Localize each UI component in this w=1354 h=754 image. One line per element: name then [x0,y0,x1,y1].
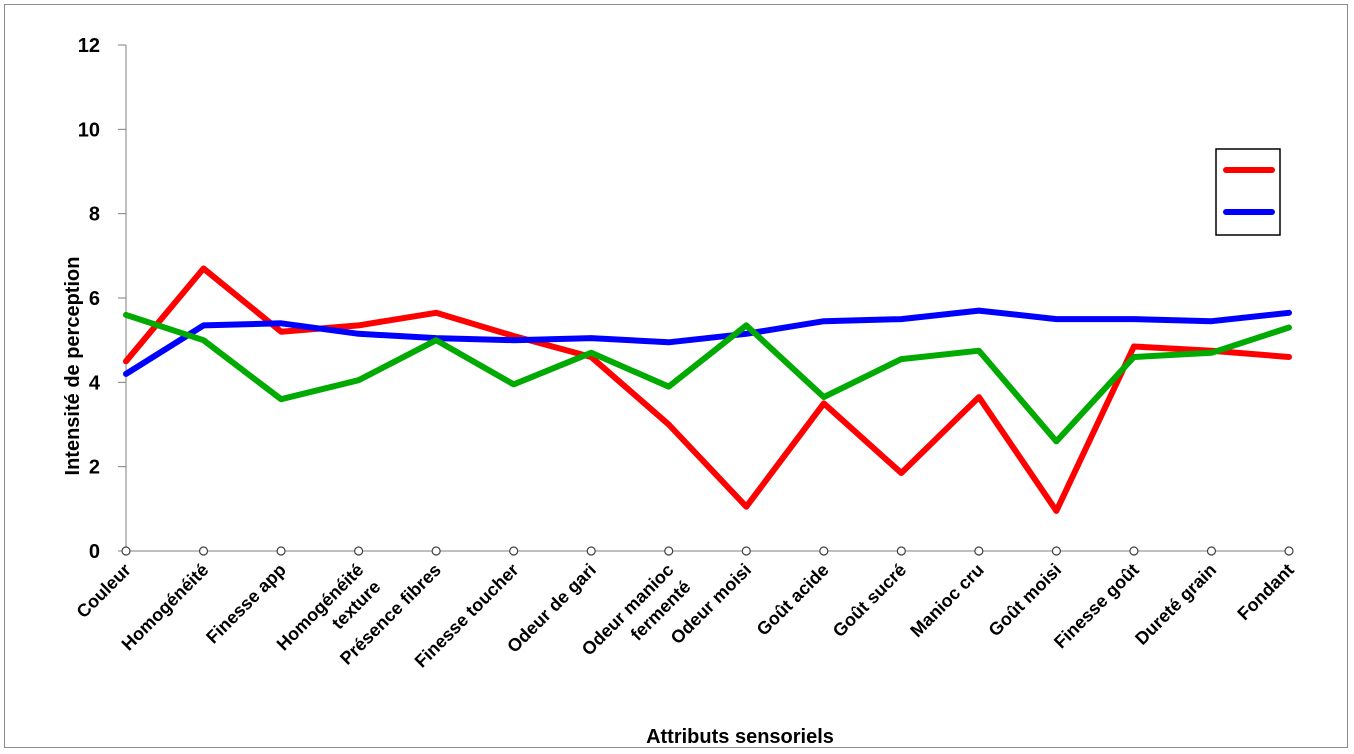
x-tick-label: Goût sucré [829,560,910,641]
x-tick-mark [742,547,750,555]
y-tick-label: 6 [89,288,100,310]
x-tick-label: Finesse app [202,560,290,648]
y-axis-ticks: 0 2 4 6 8 10 12 [78,35,126,563]
y-axis-title: Intensité de perception [62,257,84,476]
x-tick-label-line: Dureté grain [1131,560,1220,649]
x-tick-mark [1207,547,1215,555]
series-line-3 [126,315,1289,442]
x-tick-mark [665,547,673,555]
y-tick-label: 2 [89,457,100,479]
y-tick-label: 12 [78,35,100,57]
x-tick-label-line: Finesse app [202,560,290,648]
x-tick-mark [432,547,440,555]
series-line-1 [126,269,1289,511]
x-tick-label-line: Goût acide [753,560,833,640]
x-tick-label: Goût acide [753,560,833,640]
x-tick-label: Couleur [73,560,135,622]
x-tick-mark [510,547,518,555]
x-tick-label-line: Couleur [73,560,135,622]
x-tick-label: Dureté grain [1131,560,1220,649]
x-tick-mark [975,547,983,555]
x-tick-mark [897,547,905,555]
axes [126,45,1289,551]
x-tick-label-line: Manioc cru [906,560,987,641]
x-tick-mark [277,547,285,555]
y-tick-label: 4 [89,372,101,394]
x-tick-mark [820,547,828,555]
series-group [126,269,1289,511]
legend-box [1216,149,1280,235]
x-tick-label: Fondant [1233,560,1297,624]
x-tick-mark [200,547,208,555]
x-tick-mark [122,547,130,555]
x-tick-mark [1052,547,1060,555]
x-tick-label-line: Fondant [1233,560,1297,624]
x-tick-mark [355,547,363,555]
x-tick-label: Manioc cru [906,560,987,641]
x-tick-label: Goût moisi [985,560,1066,641]
x-tick-mark [587,547,595,555]
x-axis-title: Attributs sensoriels [646,726,834,748]
y-tick-label: 8 [89,204,100,226]
x-tick-label-line: Goût moisi [985,560,1066,641]
y-tick-label: 10 [78,119,100,141]
series-line-2 [126,311,1289,374]
x-tick-mark [1130,547,1138,555]
x-tick-mark [1285,547,1293,555]
y-tick-label: 0 [89,541,100,563]
x-tick-label-line: Goût sucré [829,560,910,641]
legend [1216,149,1280,235]
